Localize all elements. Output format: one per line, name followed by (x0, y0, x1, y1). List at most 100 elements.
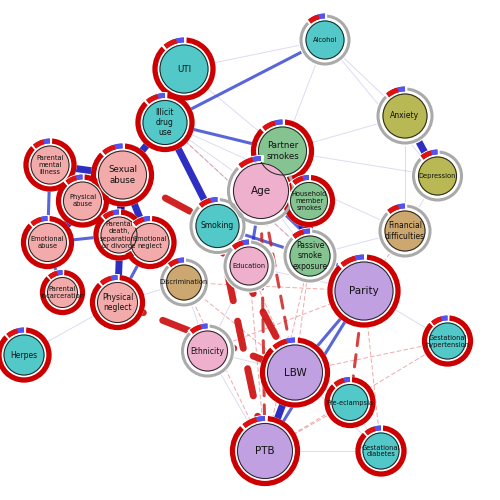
Text: Anxiety: Anxiety (390, 112, 420, 120)
Text: Parental
death,
separation,
or divorce: Parental death, separation, or divorce (100, 222, 138, 248)
Circle shape (284, 176, 335, 226)
Circle shape (422, 316, 472, 366)
Circle shape (28, 222, 68, 262)
Circle shape (98, 151, 146, 199)
Circle shape (100, 216, 138, 254)
Circle shape (332, 384, 368, 420)
Circle shape (160, 258, 208, 307)
Text: Gestational
hypertension: Gestational hypertension (426, 334, 470, 347)
Circle shape (258, 126, 308, 176)
Circle shape (98, 282, 138, 323)
Circle shape (153, 38, 215, 100)
Circle shape (290, 182, 329, 220)
Text: Emotional
abuse: Emotional abuse (30, 236, 64, 249)
Text: Emotional
neglect: Emotional neglect (133, 236, 167, 249)
Circle shape (195, 204, 240, 248)
Circle shape (124, 216, 176, 268)
Circle shape (325, 378, 375, 428)
Text: Parental
mental
illness: Parental mental illness (36, 155, 64, 175)
Circle shape (290, 236, 330, 276)
Circle shape (252, 120, 314, 182)
Circle shape (196, 204, 239, 248)
Circle shape (189, 198, 246, 254)
Text: Passive
smoke
exposure: Passive smoke exposure (292, 241, 328, 271)
Circle shape (335, 262, 393, 320)
Circle shape (234, 164, 288, 218)
Text: PTB: PTB (255, 446, 275, 456)
Text: Gestational
diabetes: Gestational diabetes (362, 444, 400, 458)
Circle shape (226, 156, 296, 226)
Circle shape (101, 217, 137, 253)
Circle shape (130, 222, 170, 262)
Circle shape (418, 157, 457, 195)
Circle shape (166, 265, 202, 300)
Circle shape (0, 328, 51, 382)
Circle shape (412, 150, 464, 202)
Text: Financial
difficulties: Financial difficulties (385, 222, 425, 240)
Text: Physical
neglect: Physical neglect (102, 293, 133, 312)
Circle shape (188, 331, 228, 371)
Circle shape (90, 276, 144, 330)
Text: Ethnicity: Ethnicity (190, 346, 224, 356)
Circle shape (142, 100, 188, 146)
Text: Pre-eclampsia: Pre-eclampsia (326, 400, 374, 406)
Circle shape (378, 204, 432, 258)
Circle shape (40, 270, 84, 314)
Circle shape (160, 45, 208, 93)
Text: UTI: UTI (177, 64, 191, 74)
Circle shape (283, 229, 337, 283)
Circle shape (62, 181, 102, 221)
Circle shape (418, 156, 458, 196)
Circle shape (334, 261, 394, 321)
Circle shape (230, 416, 300, 486)
Text: Herpes: Herpes (10, 350, 38, 360)
Circle shape (64, 182, 102, 220)
Circle shape (96, 282, 138, 324)
Circle shape (131, 224, 169, 262)
Circle shape (289, 235, 331, 277)
Circle shape (362, 432, 400, 470)
Circle shape (266, 344, 324, 401)
Text: Household
member
smokes: Household member smokes (292, 191, 326, 211)
Circle shape (260, 338, 330, 407)
Circle shape (28, 224, 66, 262)
Text: Age: Age (251, 186, 271, 196)
Circle shape (268, 345, 322, 400)
Circle shape (98, 150, 148, 200)
Circle shape (428, 322, 467, 360)
Circle shape (4, 335, 44, 375)
Circle shape (3, 334, 45, 376)
Text: Discrimination: Discrimination (160, 280, 208, 285)
Text: Education: Education (232, 263, 266, 269)
Text: Physical
abuse: Physical abuse (69, 194, 96, 207)
Text: Partner
smokes: Partner smokes (266, 142, 299, 161)
Text: LBW: LBW (284, 368, 306, 378)
Circle shape (290, 182, 328, 220)
Text: Smoking: Smoking (201, 222, 234, 230)
Circle shape (24, 139, 76, 191)
Text: Parity: Parity (349, 286, 379, 296)
Circle shape (376, 87, 434, 145)
Circle shape (92, 144, 154, 206)
Circle shape (94, 210, 144, 260)
Circle shape (299, 14, 351, 66)
Circle shape (186, 330, 228, 372)
Text: Alcohol: Alcohol (313, 37, 337, 43)
Circle shape (385, 211, 425, 251)
Circle shape (180, 324, 234, 378)
Circle shape (143, 100, 187, 144)
Circle shape (258, 127, 306, 175)
Circle shape (31, 146, 69, 184)
Text: Depression: Depression (419, 173, 456, 179)
Circle shape (236, 422, 294, 480)
Circle shape (232, 162, 289, 220)
Circle shape (166, 264, 202, 301)
Text: Illicit
drug
use: Illicit drug use (156, 108, 174, 138)
Circle shape (30, 145, 70, 185)
Circle shape (223, 240, 275, 292)
Circle shape (430, 323, 466, 359)
Circle shape (356, 426, 406, 476)
Circle shape (384, 210, 426, 252)
Circle shape (56, 175, 108, 227)
Circle shape (363, 433, 399, 469)
